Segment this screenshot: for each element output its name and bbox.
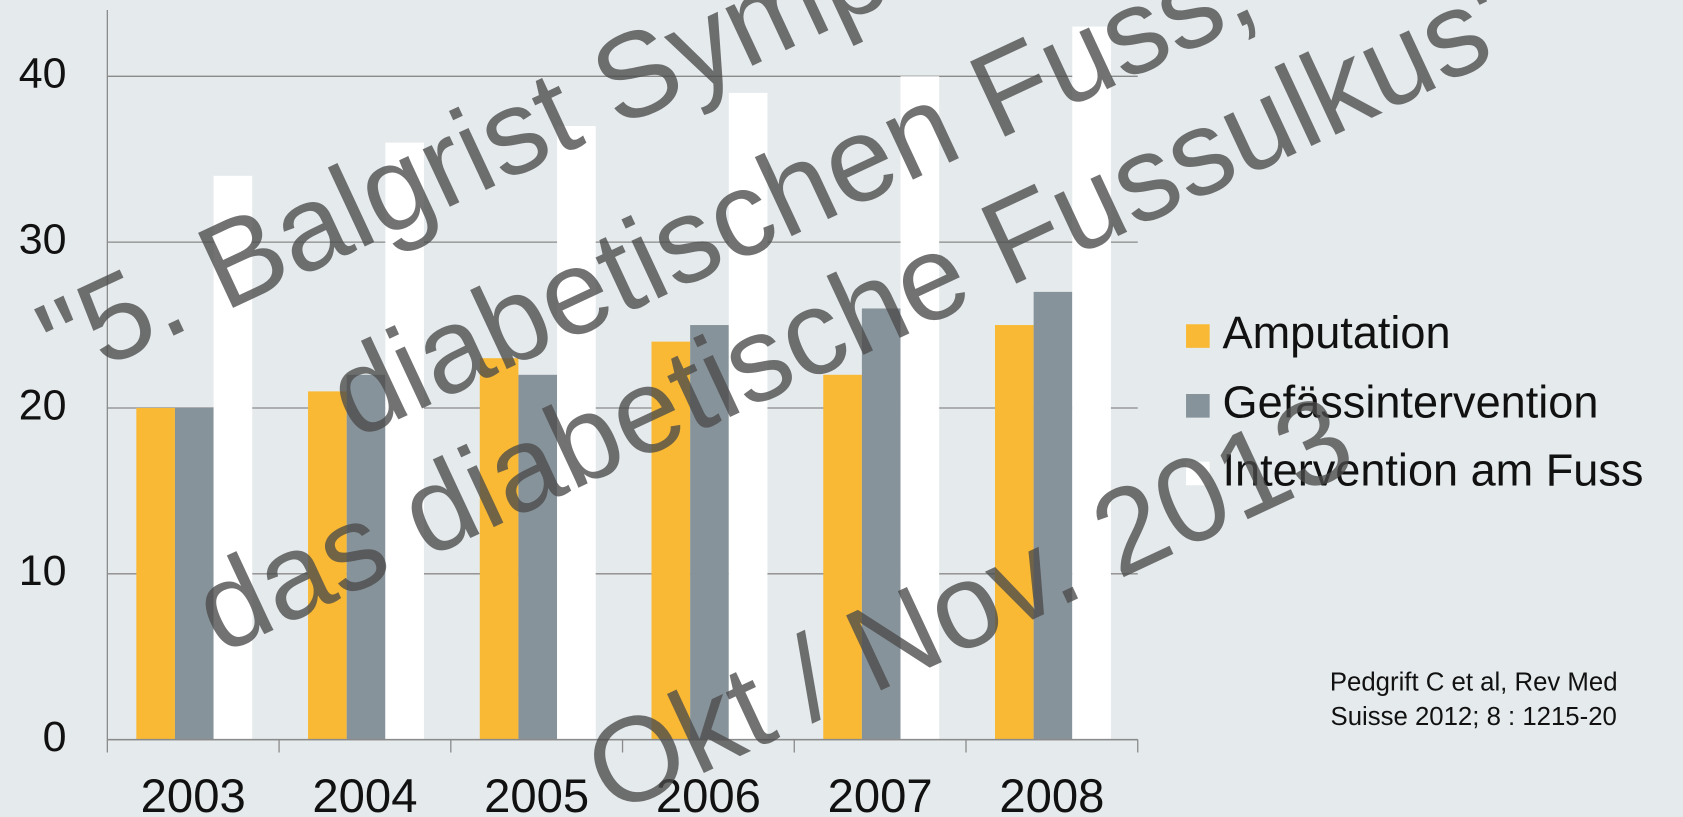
- bar: [728, 92, 768, 740]
- bar: [1072, 26, 1111, 740]
- bar: [385, 142, 424, 740]
- x-tick-label: 2004: [312, 770, 417, 817]
- bar: [174, 407, 214, 740]
- bar: [557, 126, 596, 740]
- bar: [213, 175, 253, 740]
- x-tick-label: 2003: [141, 770, 246, 817]
- bar: [861, 308, 901, 740]
- source-note: Pedgrift C et al, Rev Med: [1330, 669, 1618, 697]
- legend-swatch: [1186, 461, 1210, 486]
- bar: [900, 76, 940, 740]
- bar: [994, 325, 1034, 740]
- y-tick-label: 20: [19, 381, 67, 429]
- bar: [346, 374, 386, 740]
- source-note: Suisse 2012; 8 : 1215-20: [1331, 703, 1617, 731]
- x-tick-label: 2006: [656, 770, 761, 817]
- y-tick-label: 30: [19, 215, 67, 263]
- legend-label: Intervention am Fuss: [1223, 444, 1644, 495]
- bar: [518, 374, 558, 740]
- bar: [136, 407, 175, 740]
- legend-label: Gefässintervention: [1223, 377, 1599, 428]
- y-tick-label: 40: [19, 50, 67, 98]
- bar: [479, 358, 519, 740]
- bar: [1033, 291, 1073, 740]
- x-tick-label: 2008: [999, 770, 1104, 817]
- x-tick-label: 2005: [484, 770, 589, 817]
- bar: [308, 391, 347, 740]
- x-tick-label: 2007: [828, 770, 933, 817]
- bar: [823, 374, 862, 740]
- legend-swatch: [1186, 394, 1210, 418]
- y-tick-label: 10: [19, 547, 67, 595]
- legend-swatch: [1186, 324, 1210, 348]
- bar: [690, 325, 729, 740]
- legend-label: Amputation: [1223, 307, 1451, 358]
- bar: [651, 341, 691, 740]
- y-tick-label: 0: [43, 713, 67, 761]
